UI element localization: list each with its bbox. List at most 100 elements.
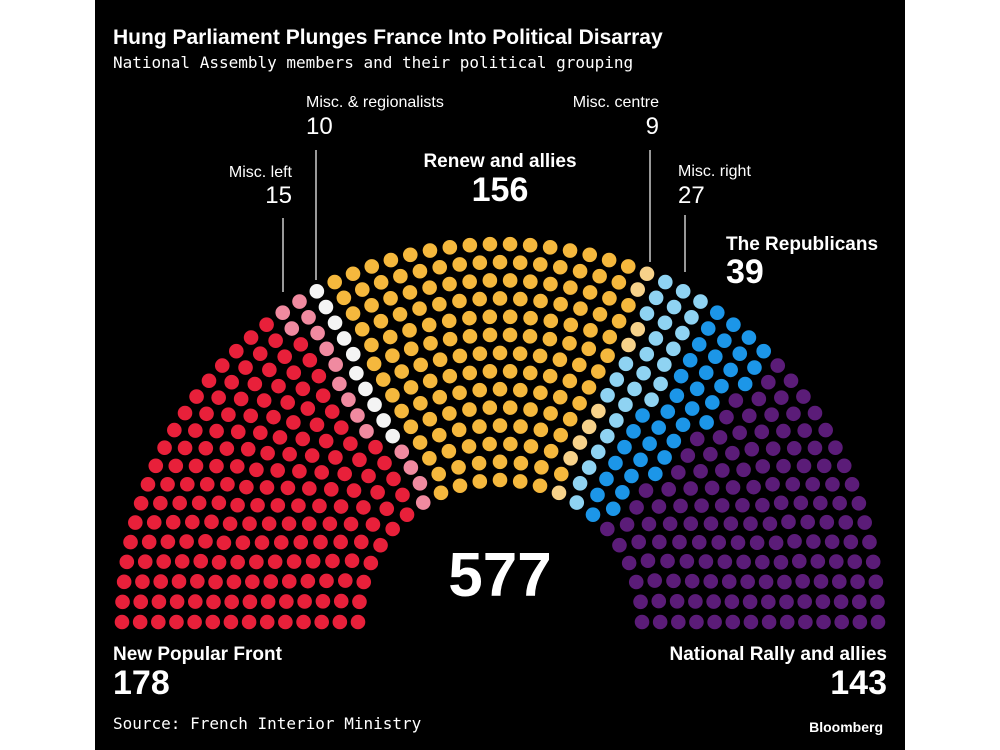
seat-renew-and-allies [482,327,498,343]
seat-the-republicans [599,471,614,487]
seat-misc-left [275,305,291,320]
seat-national-rally-and-allies [834,614,849,630]
seat-misc-left [341,392,356,407]
seat-renew-and-allies [452,348,468,364]
seat-national-rally-and-allies [684,573,700,589]
seat-renew-and-allies [532,257,548,272]
seat-national-rally-and-allies [796,458,812,474]
seat-renew-and-allies [441,313,457,329]
seat-new-popular-front [177,405,193,421]
seat-national-rally-and-allies [765,476,780,492]
seat-misc-right [666,341,681,357]
seat-national-rally-and-allies [807,405,823,421]
seat-new-popular-front [249,554,264,570]
seat-renew-and-allies [422,243,438,258]
seat-renew-and-allies [492,345,508,361]
seat-national-rally-and-allies [774,390,789,405]
seat-renew-and-allies [552,352,568,367]
seat-renew-and-allies [431,466,447,482]
seat-new-popular-front [343,516,359,532]
seat-renew-and-allies [442,406,457,421]
seat-new-popular-front [318,433,334,449]
seat-national-rally-and-allies [736,462,751,478]
seat-national-rally-and-allies [683,481,698,496]
seat-national-rally-and-allies [631,534,646,550]
seat-new-popular-front [226,574,242,590]
seat-new-popular-front [151,614,166,630]
seat-national-rally-and-allies [671,465,686,480]
seat-national-rally-and-allies [831,574,847,589]
seat-national-rally-and-allies [815,594,831,609]
seat-renew-and-allies [383,291,398,306]
seat-national-rally-and-allies [805,476,820,492]
chart-title: Hung Parliament Plunges France Into Poli… [113,26,663,49]
seat-renew-and-allies [462,329,478,344]
seat-national-rally-and-allies [717,554,733,570]
seat-new-popular-front [249,462,264,478]
seat-new-popular-front [229,343,244,359]
seat-renew-and-allies [462,237,478,253]
seat-national-rally-and-allies [806,534,821,549]
seat-new-popular-front [247,376,263,392]
seat-national-rally-and-allies [725,614,741,630]
seat-national-rally-and-allies [673,498,688,514]
seat-the-republicans [732,346,748,361]
seat-renew-and-allies [345,306,361,321]
seat-new-popular-front [295,431,311,447]
seat-national-rally-and-allies [764,407,779,422]
seat-renew-and-allies [543,276,558,292]
seat-national-rally-and-allies [661,482,676,497]
seat-renew-and-allies [562,336,577,351]
seat-national-rally-and-allies [777,574,792,590]
seat-new-popular-front [187,614,202,630]
seat-renew-and-allies [552,389,568,405]
seat-renew-and-allies [534,460,549,475]
seat-new-popular-front [272,430,288,445]
seat-renew-and-allies [422,411,438,427]
seat-renew-and-allies [452,478,468,494]
seat-renew-and-allies [442,368,458,384]
seat-new-popular-front [322,516,338,532]
seat-national-rally-and-allies [740,574,755,590]
seat-national-rally-and-allies [798,614,813,630]
seat-national-rally-and-allies [730,535,746,550]
seat-renew-and-allies [462,365,478,381]
seat-new-popular-front [259,317,274,332]
seat-national-rally-and-allies [662,516,678,532]
seat-national-rally-and-allies [652,614,668,630]
seat-new-popular-front [230,554,245,570]
seat-renew-and-allies [572,263,588,279]
seat-national-rally-and-allies [787,534,802,549]
seat-new-popular-front [343,436,358,451]
seat-renew-and-allies [621,298,636,313]
seat-misc-left [319,341,334,357]
seat-national-rally-and-allies [724,594,740,610]
seat-the-republicans [673,368,689,384]
seat-new-popular-front [211,495,227,511]
seat-new-popular-front [220,476,235,492]
seat-misc-right [636,365,651,381]
seat-national-rally-and-allies [816,458,832,474]
seat-new-popular-front [350,614,366,630]
seat-new-popular-front [169,614,184,630]
seat-new-popular-front [160,534,176,550]
seat-national-rally-and-allies [825,476,840,492]
seat-new-popular-front [157,440,172,456]
seat-misc-right [666,299,682,315]
seat-the-republicans [741,330,757,345]
seat-the-republicans [684,401,700,416]
seat-national-rally-and-allies [612,537,627,553]
seat-renew-and-allies [441,443,457,459]
seat-new-popular-front [238,360,253,375]
label-misc-left: Misc. left [228,164,292,181]
seat-renew-and-allies [563,317,579,333]
seat-new-popular-front [168,458,184,474]
seat-renew-and-allies [522,329,538,344]
seat-new-popular-front [280,395,296,410]
seat-national-rally-and-allies [795,574,810,589]
seat-the-republicans [648,466,663,482]
chart-subtitle: National Assembly members and their poli… [113,53,634,72]
seat-new-popular-front [153,574,169,589]
seat-renew-and-allies [472,382,488,398]
